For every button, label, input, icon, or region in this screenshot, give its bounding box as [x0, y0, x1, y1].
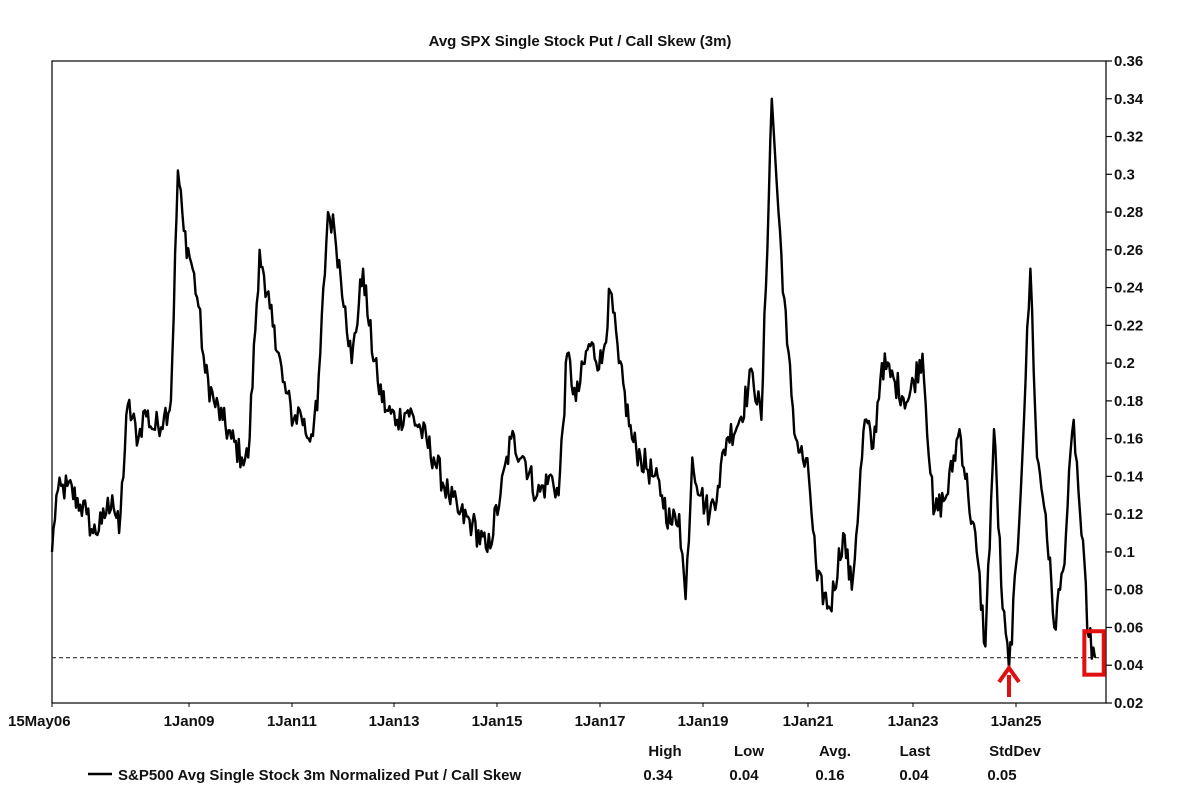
chart-title: Avg SPX Single Stock Put / Call Skew (3m… — [429, 33, 732, 50]
x-tick-label: 1Jan21 — [783, 713, 834, 730]
y-tick-label: 0.12 — [1114, 506, 1143, 523]
y-tick-label: 0.18 — [1114, 393, 1143, 410]
y-tick-label: 0.3 — [1114, 166, 1135, 183]
x-tick-label: 1Jan25 — [991, 713, 1042, 730]
plot-frame — [51, 60, 1107, 704]
y-tick-label: 0.32 — [1114, 129, 1143, 146]
y-tick-label: 0.26 — [1114, 242, 1143, 259]
stat-header: Low — [734, 743, 764, 760]
y-tick-label: 0.1 — [1114, 544, 1135, 561]
x-tick-label: 1Jan09 — [164, 713, 215, 730]
y-tick-label: 0.14 — [1114, 468, 1144, 485]
legend-label: S&P500 Avg Single Stock 3m Normalized Pu… — [118, 767, 522, 784]
x-tick-label: 1Jan15 — [472, 713, 523, 730]
stat-header: StdDev — [989, 743, 1041, 760]
y-tick-label: 0.28 — [1114, 204, 1143, 221]
stat-header: High — [648, 743, 681, 760]
stat-value: 0.04 — [729, 767, 759, 784]
stat-value: 0.34 — [643, 767, 673, 784]
stat-value: 0.05 — [987, 767, 1016, 784]
x-tick-label: 1Jan13 — [369, 713, 420, 730]
y-tick-label: 0.02 — [1114, 695, 1143, 712]
legend: S&P500 Avg Single Stock 3m Normalized Pu… — [88, 767, 522, 784]
y-axis: 0.02 0.04 0.06 0.08 0.1 0.12 0.14 0.16 0.18 0.2 0.… — [1106, 53, 1144, 712]
x-tick-label: 15May06 — [8, 713, 71, 730]
x-tick-label: 1Jan23 — [888, 713, 939, 730]
y-tick-label: 0.16 — [1114, 431, 1143, 448]
y-tick-label: 0.36 — [1114, 53, 1143, 70]
x-tick-label: 1Jan19 — [678, 713, 729, 730]
annotation-highlight-box — [1082, 629, 1106, 677]
y-tick-label: 0.08 — [1114, 582, 1143, 599]
y-tick-label: 0.04 — [1114, 657, 1144, 674]
y-tick-label: 0.34 — [1114, 91, 1144, 108]
annotations — [997, 629, 1106, 697]
x-tick-label: 1Jan11 — [267, 713, 317, 730]
x-tick-label: 1Jan17 — [575, 713, 626, 730]
series-line — [50, 97, 1097, 671]
y-tick-label: 0.22 — [1114, 317, 1143, 334]
legend-stats: High 0.34 Low 0.04 Avg. 0.16 Last 0.04 StdDev 0.0… — [643, 743, 1041, 784]
stat-header: Avg. — [819, 743, 851, 760]
annotation-arrow-head — [997, 664, 1021, 684]
x-axis: 15May06 1Jan09 1Jan11 1Jan13 1Jan15 1Jan17 1Ja… — [8, 703, 1041, 730]
stat-header: Last — [900, 743, 931, 760]
stat-value: 0.16 — [815, 767, 844, 784]
stat-value: 0.04 — [899, 767, 929, 784]
y-tick-label: 0.24 — [1114, 280, 1144, 297]
y-tick-label: 0.2 — [1114, 355, 1135, 372]
y-tick-label: 0.06 — [1114, 619, 1143, 636]
